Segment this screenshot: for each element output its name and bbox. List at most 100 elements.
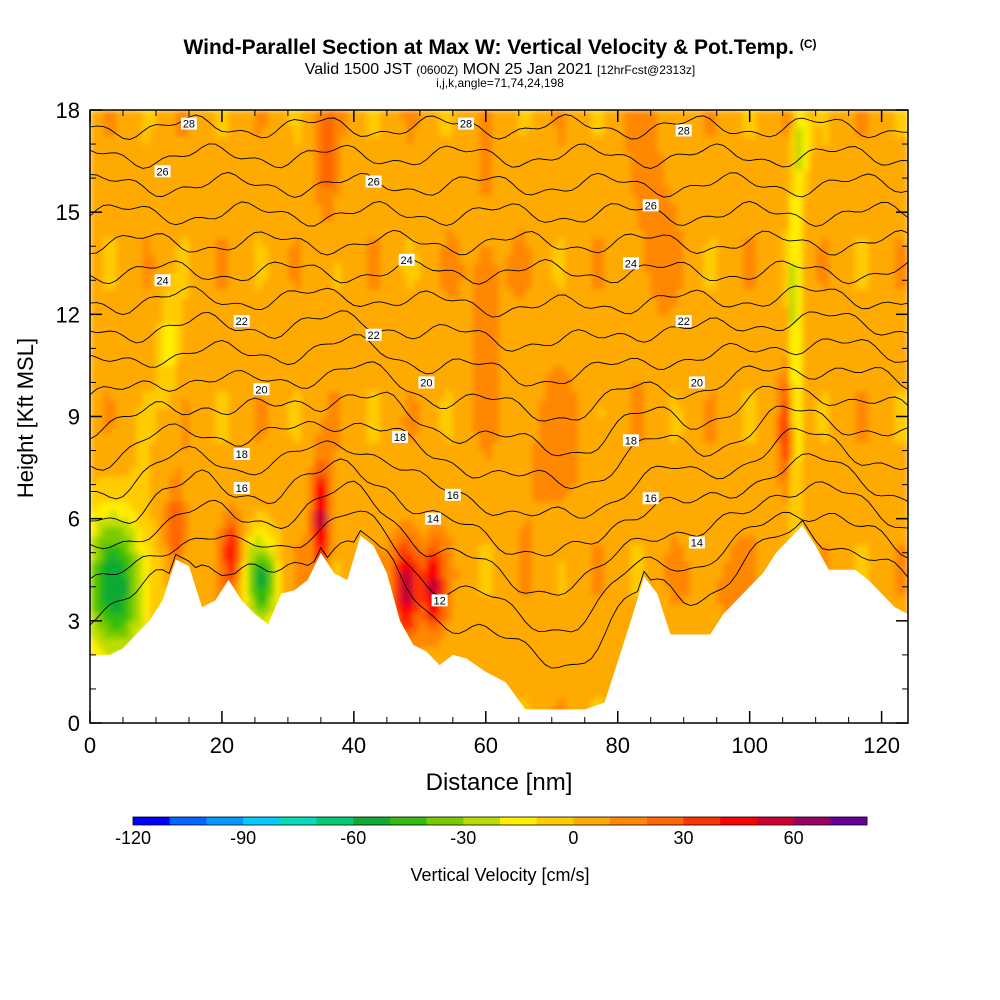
isotherm-13 [90,510,908,633]
colorbar-tick-label: 60 [784,828,804,848]
isotherm-label-20: 20 [253,383,270,396]
isotherm-label-18: 18 [622,434,639,447]
isotherm-19 [90,361,908,422]
colorbar-swatch [756,817,794,825]
isotherm-14 [90,480,908,596]
x-tick-label: 20 [210,733,234,758]
colorbar-swatch [610,817,648,825]
y-tick-label: 9 [68,405,80,430]
colorbar-tick-label: 0 [568,828,578,848]
isotherm-label-12: 12 [431,594,448,607]
x-tick-label: 40 [342,733,366,758]
isotherm-label-22: 22 [233,315,250,328]
colorbar-swatch [169,817,207,825]
isotherm-label-24: 24 [622,257,639,270]
colorbar-swatch [720,817,758,825]
colorbar-swatch [316,817,354,825]
isotherm-label-26: 26 [154,165,171,178]
isotherm-label-28: 28 [675,124,692,137]
colorbar-tick-label: -60 [340,828,366,848]
y-axis-label: Height [Kft MSL] [13,338,38,498]
isotherm-28 [90,114,908,140]
isotherm-label-26: 26 [642,199,659,212]
x-tick-label: 100 [731,733,768,758]
colorbar-tick-label: -120 [115,828,151,848]
chart-title: Wind-Parallel Section at Max W: Vertical… [0,36,1000,60]
isotherm-label-18: 18 [233,447,250,461]
x-axis: 0 20 40 60 80 100 120 [84,110,900,758]
chart-title-suffix: (C) [799,37,817,51]
isotherm-15 [90,453,908,557]
colorbar-tick-label: -90 [230,828,256,848]
isotherm-24 [90,229,908,256]
colorbar-swatch [426,817,464,825]
colorbar-swatch [353,817,391,825]
colorbar-swatch [830,817,868,825]
isotherm-label-18: 18 [392,430,409,444]
isotherm-23 [90,259,908,285]
valid-time: Valid 1500 JST [304,61,412,78]
colorbar-swatch [683,817,721,825]
isotherm-18 [90,385,908,457]
colorbar-swatch [463,817,501,825]
colorbar-tick-label: -30 [450,828,476,848]
isotherm-label-28: 28 [180,117,197,131]
colorbar-swatch [279,817,317,825]
isotherm-label-14: 14 [688,536,705,550]
colorbar-swatch [133,817,170,825]
valid-date: MON 25 Jan 2021 [462,61,593,78]
colorbar-swatch [646,817,684,825]
colorbar-swatch [500,817,537,825]
y-axis: 0 3 6 9 12 15 18 [56,98,908,736]
colorbar-label: Vertical Velocity [cm/s] [410,865,589,885]
colorbar-swatch [573,817,611,825]
y-tick-label: 12 [56,302,80,327]
colorbar-swatch [206,817,244,825]
isotherm-label-28: 28 [458,117,475,131]
colorbar-swatch [389,817,427,825]
isotherm-labels: 28 28 28 26 26 26 24 24 24 22 22 22 20 20 20 18 18 18 16 16… [154,117,705,607]
isotherm-label-14: 14 [425,512,442,526]
y-tick-label: 3 [68,609,80,634]
isotherm-label-20: 20 [688,376,705,389]
y-tick-label: 18 [56,98,80,123]
x-tick-label: 120 [863,733,900,758]
isotherm-label-26: 26 [365,175,382,189]
isotherm-12 [90,519,908,669]
x-tick-label: 60 [474,733,498,758]
y-tick-label: 6 [68,507,80,532]
isotherm-label-22: 22 [675,315,692,328]
y-tick-label: 15 [56,200,80,225]
forecast-info: [12hrFcst@2313z] [597,63,696,77]
isotherm-contours [90,114,908,669]
x-tick-label: 0 [84,733,96,758]
x-tick-label: 80 [605,733,629,758]
chart-title-main: Wind-Parallel Section at Max W: Vertical… [183,36,794,59]
isotherm-label-24: 24 [398,253,415,267]
isotherm-25 [90,200,908,227]
isotherm-26 [90,171,908,198]
isotherm-label-16: 16 [642,492,659,505]
colorbar-tick-label: 30 [673,828,693,848]
isotherm-label-16: 16 [233,482,250,495]
colorbar-swatch [793,817,831,825]
isotherm-label-24: 24 [154,274,171,287]
isotherm-label-16: 16 [444,488,461,502]
isotherm-27 [90,143,908,169]
isotherm-label-22: 22 [365,328,382,342]
plot-area: 28 28 28 26 26 26 24 24 24 22 22 22 20 20 20 18 18 18 16 16… [90,110,908,723]
isotherm-17 [90,405,908,490]
velocity-field [90,110,908,723]
colorbar: -120 -90 -60 -30 0 30 60 [115,816,868,848]
colorbar-frame [132,816,868,826]
terrain-mask [90,525,908,723]
colorbar-swatch [243,817,281,825]
isotherm-20 [90,334,908,387]
isotherm-22 [90,285,908,318]
isotherm-16 [90,428,908,519]
valid-utc: (0600Z) [416,63,459,77]
colorbar-swatch [536,817,574,825]
grid-indices: i,j,k,angle=71,74,24,198 [436,76,564,90]
chart-subtitle: Valid 1500 JST (0600Z) MON 25 Jan 2021 [… [0,61,1000,79]
